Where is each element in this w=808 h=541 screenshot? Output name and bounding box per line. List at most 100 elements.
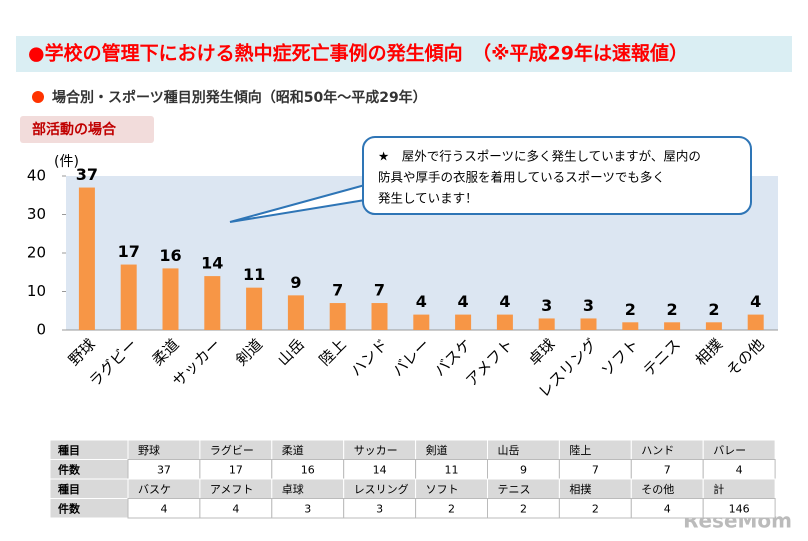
value-label: 3: [541, 296, 552, 315]
table-value: 16: [301, 463, 315, 476]
table-value: 17: [229, 463, 243, 476]
table-value: 4: [664, 502, 671, 515]
x-tick-label: 陸上: [316, 335, 350, 369]
table-value: 2: [448, 502, 455, 515]
value-label: 11: [243, 265, 265, 284]
table-category: 相撲: [569, 482, 591, 496]
value-label: 2: [708, 300, 719, 319]
table-value: 146: [729, 502, 750, 515]
table-value: 3: [376, 502, 383, 515]
table-category: 陸上: [569, 444, 591, 457]
value-label: 14: [201, 254, 223, 273]
x-tick-label: 野球: [65, 335, 99, 369]
callout-text: 防具や厚手の衣服を着用しているスポーツでも多く: [378, 170, 665, 185]
section-label: 部活動の場合: [32, 121, 117, 138]
x-tick-label: ハンド: [347, 335, 392, 380]
bar: [78, 187, 95, 330]
bar: [204, 276, 221, 330]
value-label: 4: [416, 292, 427, 311]
bar: [622, 322, 639, 330]
sun-icon: [32, 91, 44, 103]
table-category: サッカー: [354, 444, 398, 457]
x-tick-label: その他: [723, 335, 768, 380]
table-row-header: 種目: [58, 482, 80, 496]
table-category: ソフト: [426, 483, 459, 496]
callout-text: 発生しています！: [378, 191, 478, 206]
table-value: 7: [664, 463, 671, 476]
table-category: 卓球: [282, 482, 304, 496]
table-category: 山岳: [498, 444, 520, 457]
y-tick-label: 40: [27, 167, 46, 185]
table-category: レスリング: [354, 482, 409, 496]
value-label: 4: [499, 292, 510, 311]
value-label: 2: [625, 300, 636, 319]
callout-box: [362, 136, 752, 215]
bar: [287, 295, 304, 330]
bar: [705, 322, 722, 330]
table-value: 2: [592, 502, 599, 515]
bar: [580, 318, 597, 330]
table-category: 柔道: [282, 443, 304, 457]
x-tick-label: 山岳: [274, 335, 308, 369]
subtitle: 場合別・スポーツ種目別発生傾向（昭和50年～平成29年）: [52, 89, 427, 106]
x-tick-label: 剣道: [232, 335, 266, 369]
value-label: 9: [290, 273, 301, 292]
bar: [538, 318, 555, 330]
bar: [455, 314, 472, 330]
x-tick-label: 相撲: [692, 335, 726, 369]
table-category: 剣道: [426, 443, 448, 457]
table-category: バレー: [713, 444, 746, 457]
value-label: 17: [118, 242, 140, 261]
value-label: 16: [159, 246, 181, 265]
value-label: 4: [750, 292, 761, 311]
callout-text: ★ 屋外で行うスポーツに多く発生していますが、屋内の: [378, 149, 701, 164]
value-label: 37: [76, 165, 98, 184]
bar: [162, 268, 179, 330]
table-value: 2: [520, 502, 527, 515]
table-category: 野球: [138, 443, 160, 457]
bar: [371, 303, 388, 330]
value-label: 4: [458, 292, 469, 311]
title-bar: [16, 36, 792, 72]
table-category: ハンド: [641, 444, 674, 457]
table-value: 3: [304, 502, 311, 515]
table-value: 9: [520, 463, 527, 476]
bar: [664, 322, 681, 330]
table-row-header: 件数: [58, 501, 81, 515]
table-value: 4: [160, 502, 167, 515]
table-value: 4: [232, 502, 239, 515]
bar: [246, 287, 263, 330]
bar: [496, 314, 513, 330]
x-tick-label: 卓球: [525, 335, 559, 369]
table-value: 11: [445, 463, 459, 476]
bar: [329, 303, 346, 330]
table-row-header: 件数: [58, 462, 81, 476]
section-box: [20, 116, 154, 143]
title: ●学校の管理下における熱中症死亡事例の発生傾向 （※平成29年は速報値）: [28, 42, 688, 65]
table-category: ラグビー: [210, 443, 254, 457]
x-tick-label: テニス: [640, 335, 685, 380]
bar: [120, 264, 137, 330]
value-label: 3: [583, 296, 594, 315]
table-category: 計: [713, 482, 724, 496]
table-value: 4: [736, 463, 743, 476]
value-label: 2: [667, 300, 678, 319]
table-value: 37: [157, 463, 171, 476]
y-tick-label: 0: [36, 321, 46, 339]
y-tick-label: 10: [27, 282, 46, 300]
bar: [413, 314, 430, 330]
y-axis-label: (件): [54, 154, 79, 170]
x-tick-label: バレー: [389, 335, 434, 380]
table-category: アメフト: [210, 483, 253, 496]
table-category: バスケ: [138, 483, 171, 496]
table-category: テニス: [498, 483, 531, 496]
y-tick-label: 20: [27, 244, 46, 262]
bar: [747, 314, 764, 330]
table-value: 14: [373, 463, 387, 476]
value-label: 7: [332, 281, 343, 300]
x-tick-label: 柔道: [149, 335, 183, 369]
table-value: 7: [592, 463, 599, 476]
table-category: その他: [641, 483, 674, 496]
